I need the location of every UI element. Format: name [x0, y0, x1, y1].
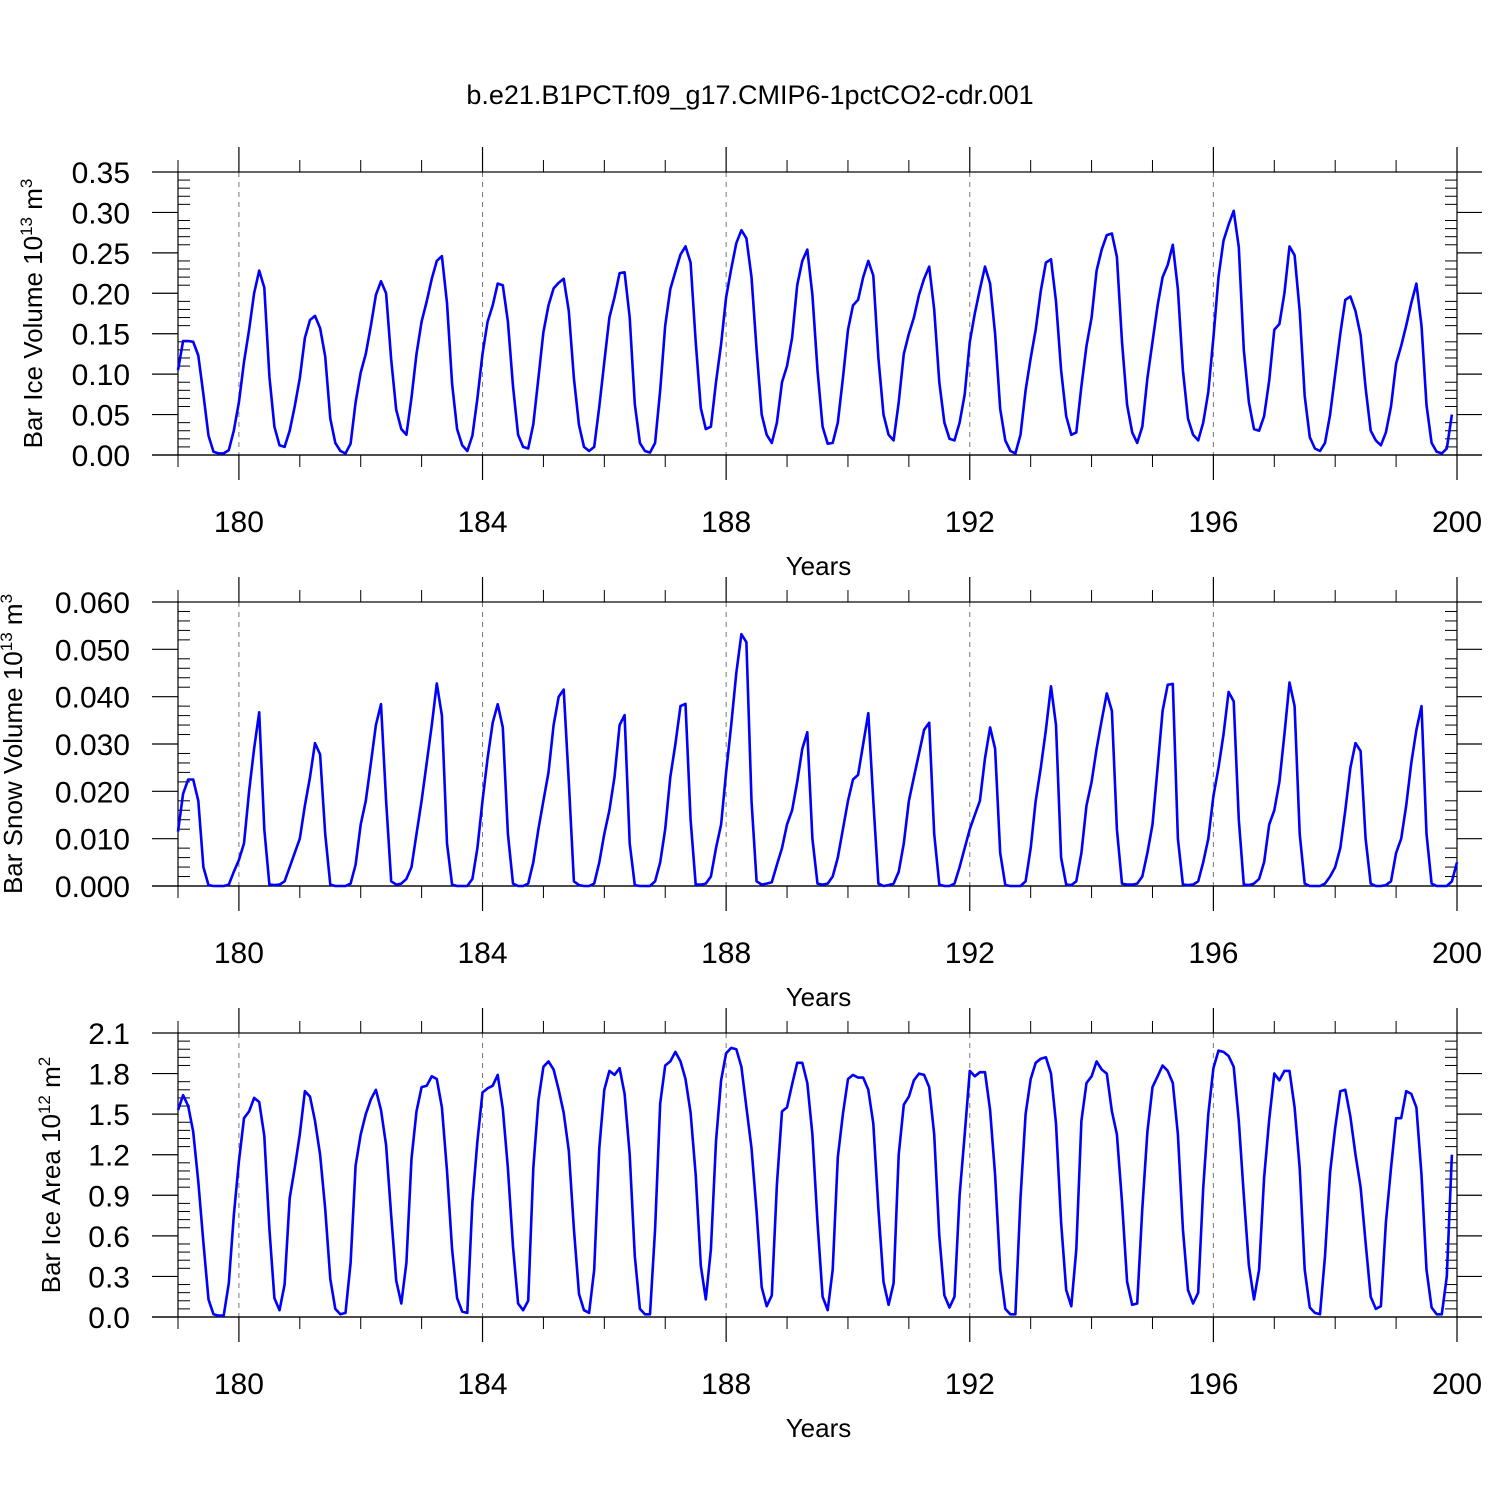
- x-tick-label: 196: [1188, 937, 1238, 970]
- y-tick-label: 0.0: [88, 1302, 130, 1335]
- y-tick-label: 0.35: [72, 157, 130, 190]
- x-axis-title: Years: [786, 982, 852, 1012]
- x-tick-label: 200: [1432, 1368, 1482, 1401]
- x-tick-label: 180: [214, 1368, 264, 1401]
- y-tick-label: 0.6: [88, 1221, 130, 1254]
- series-line: [176, 209, 1454, 455]
- x-axis-title: Years: [786, 551, 852, 581]
- y-tick-label: 0.3: [88, 1261, 130, 1294]
- y-tick-label: 0.000: [55, 871, 130, 904]
- x-tick-label: 184: [457, 1368, 507, 1401]
- y-tick-label: 2.1: [88, 1018, 130, 1051]
- x-tick-label: 184: [457, 937, 507, 970]
- panel-1: 180 184 188 192 196 200 0.00 0.05 0.10 0.15 0.20 0.…: [17, 147, 1482, 581]
- y-tick-label: 1.5: [88, 1099, 130, 1132]
- x-axis-title: Years: [786, 1413, 852, 1443]
- y-tick-label: 0.10: [72, 359, 130, 392]
- chart-title: b.e21.B1PCT.f09_g17.CMIP6-1pctCO2-cdr.00…: [466, 80, 1034, 110]
- panel-2: 180 184 188 192 196 200 0.000 0.010 0.020 0.030 0.…: [0, 577, 1482, 1012]
- x-tick-label: 200: [1432, 506, 1482, 539]
- panel-3: 180 184 188 192 196 200 0.0 0.3 0.6 0.9 1.2 1.5 1.8 2…: [35, 1008, 1482, 1443]
- x-tick-label: 180: [214, 506, 264, 539]
- y-tick-label: 1.2: [88, 1140, 130, 1173]
- y-tick-label: 0.010: [55, 824, 130, 857]
- x-tick-label: 196: [1188, 1368, 1238, 1401]
- y-tick-label: 0.060: [55, 587, 130, 620]
- series-line: [176, 632, 1459, 888]
- y-axis-title: Bar Ice Volume 1013 m3: [17, 179, 48, 449]
- x-tick-label: 188: [701, 1368, 751, 1401]
- y-axis-title: Bar Ice Area 1012 m2: [35, 1057, 66, 1294]
- y-tick-label: 0.030: [55, 729, 130, 762]
- y-tick-label: 0.25: [72, 238, 130, 271]
- y-tick-label: 0.15: [72, 319, 130, 352]
- y-tick-label: 0.020: [55, 776, 130, 809]
- y-tick-label: 0.040: [55, 682, 130, 715]
- x-tick-label: 192: [945, 937, 995, 970]
- series-line: [176, 1046, 1454, 1317]
- plot-frame: [177, 601, 1458, 887]
- x-tick-label: 196: [1188, 506, 1238, 539]
- y-tick-label: 0.050: [55, 634, 130, 667]
- x-tick-label: 188: [701, 506, 751, 539]
- x-tick-label: 200: [1432, 937, 1482, 970]
- y-tick-label: 0.30: [72, 197, 130, 230]
- y-tick-label: 0.00: [72, 440, 130, 473]
- x-tick-label: 192: [945, 506, 995, 539]
- y-tick-label: 0.05: [72, 400, 130, 433]
- x-tick-label: 184: [457, 506, 507, 539]
- y-axis-title: Bar Snow Volume 1013 m3: [0, 594, 28, 894]
- y-tick-label: 1.8: [88, 1059, 130, 1092]
- y-tick-label: 0.9: [88, 1180, 130, 1213]
- x-tick-label: 188: [701, 937, 751, 970]
- x-tick-label: 180: [214, 937, 264, 970]
- x-tick-label: 192: [945, 1368, 995, 1401]
- y-tick-label: 0.20: [72, 278, 130, 311]
